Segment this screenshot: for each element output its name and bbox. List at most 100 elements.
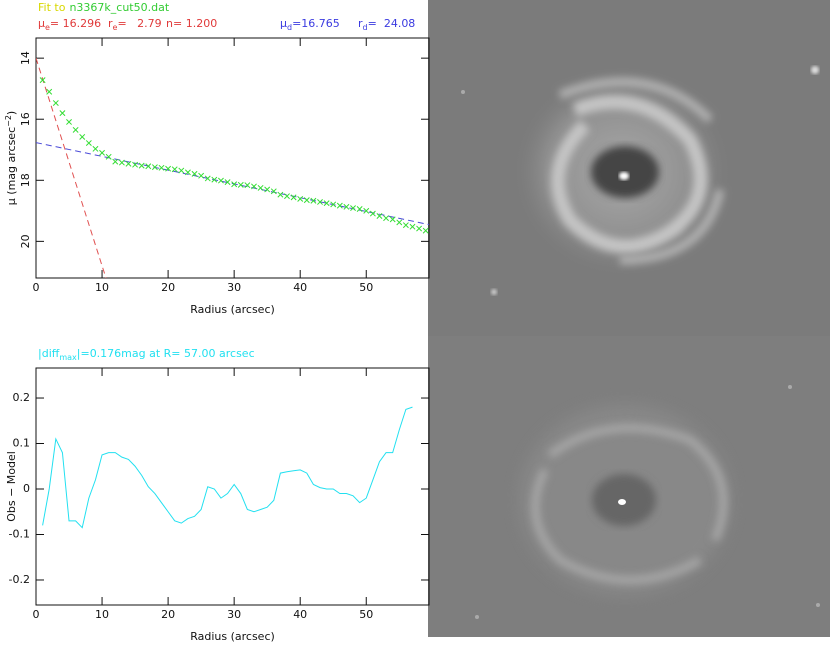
data-point: [356, 206, 363, 212]
data-point: [158, 164, 165, 171]
x-tick-label: 50: [359, 608, 373, 621]
data-point: [402, 222, 409, 229]
fit-parameter-part: = 1.200: [173, 17, 217, 30]
data-point: [290, 194, 297, 201]
fit-parameter-part: r: [108, 17, 113, 30]
data-point: [303, 197, 310, 204]
data-point: [184, 169, 191, 176]
x-tick-label: 0: [33, 608, 40, 621]
data-point: [383, 215, 390, 222]
data-point: [39, 77, 46, 84]
data-point: [330, 201, 337, 208]
fit-parameter-part: μ: [38, 17, 45, 30]
data-point: [191, 170, 198, 177]
y-tick-label: 0.2: [13, 391, 31, 404]
data-point: [396, 219, 403, 226]
data-point: [317, 199, 323, 205]
data-point: [105, 153, 112, 160]
y-axis-label-part: Obs − Model: [5, 451, 18, 522]
fit-parameter: n= 1.200: [166, 17, 217, 30]
y-axis-label: μ (mag arcsec−2): [4, 111, 19, 205]
data-point: [204, 175, 211, 182]
data-point: [270, 188, 277, 195]
fit-parameter-part: μ: [280, 17, 287, 30]
data-point: [323, 200, 330, 207]
fit-parameter-part: e: [113, 23, 118, 32]
data-point: [251, 183, 257, 190]
data-point: [244, 182, 251, 189]
data-point: [376, 213, 383, 219]
chart-title-part: |=0.176mag at R= 57.00 arcsec: [77, 347, 255, 360]
data-point: [211, 176, 218, 183]
x-tick-label: 10: [95, 281, 109, 294]
data-point: [85, 140, 92, 146]
data-point: [363, 207, 370, 214]
x-tick-label: 0: [33, 281, 40, 294]
y-tick-label: 16: [19, 112, 32, 126]
data-point: [52, 100, 59, 106]
data-point: [336, 202, 343, 209]
data-point: [165, 165, 172, 172]
data-point: [237, 181, 244, 188]
fit-parameter: μe= 16.296: [38, 17, 101, 32]
chart-title-part: max: [59, 353, 77, 362]
x-tick-label: 40: [293, 608, 307, 621]
fit-parameter-part: =16.765: [292, 17, 340, 30]
data-point: [350, 205, 356, 212]
fit-parameter-part: r: [358, 17, 363, 30]
y-axis-label-part: ): [5, 111, 18, 115]
fit-parameter: μd=16.765: [280, 17, 340, 32]
fit-parameter: re= 2.79: [108, 17, 162, 32]
data-point: [224, 179, 231, 186]
data-point: [416, 225, 423, 232]
data-point: [92, 145, 99, 152]
model-line: [36, 142, 429, 226]
data-point: [409, 223, 416, 230]
data-point: [284, 193, 290, 200]
chart-title: Fit to n3367k_cut50.dat: [38, 1, 170, 14]
x-tick-label: 30: [227, 281, 241, 294]
data-point: [125, 160, 132, 167]
data-point: [46, 88, 53, 95]
data-point: [112, 158, 119, 165]
y-tick-label: 18: [19, 173, 32, 187]
x-axis-label: Radius (arcsec): [190, 630, 275, 643]
fit-parameter-part: = 16.296: [50, 17, 101, 30]
fit-parameter: rd= 24.08: [358, 17, 415, 32]
data-line: [42, 406, 413, 529]
data-point: [389, 216, 396, 223]
plot-frame: [35, 367, 430, 606]
data-point: [118, 159, 125, 166]
title-text: Fit to: [38, 1, 66, 14]
fit-parameter-part: = 2.79: [117, 17, 161, 30]
x-tick-label: 40: [293, 281, 307, 294]
fit-parameter-part: d: [287, 23, 292, 32]
y-axis-label-part: μ (mag arcsec: [5, 127, 18, 205]
y-tick-label: 20: [19, 234, 32, 248]
data-point: [277, 191, 284, 198]
y-axis-label-part: −2: [4, 115, 13, 127]
fit-parameter-part: d: [363, 23, 368, 32]
model-line: [36, 58, 107, 278]
y-tick-label: -0.1: [9, 527, 30, 540]
title-file: n3367k_cut50.dat: [69, 1, 169, 14]
y-tick-label: 0: [23, 482, 30, 495]
fit-parameter-part: n: [166, 17, 173, 30]
data-point: [217, 177, 224, 184]
x-tick-label: 50: [359, 281, 373, 294]
galaxy-image: [428, 0, 830, 340]
data-point: [171, 166, 178, 173]
x-tick-label: 30: [227, 608, 241, 621]
data-point: [257, 184, 264, 191]
data-point: [369, 210, 376, 217]
x-tick-label: 10: [95, 608, 109, 621]
data-point: [99, 149, 106, 156]
data-point: [66, 119, 72, 125]
data-point: [343, 203, 350, 210]
data-point: [138, 162, 145, 169]
y-tick-label: -0.2: [9, 573, 30, 586]
data-point: [72, 126, 79, 133]
y-axis-label: Obs − Model: [5, 451, 18, 522]
x-tick-label: 20: [161, 281, 175, 294]
